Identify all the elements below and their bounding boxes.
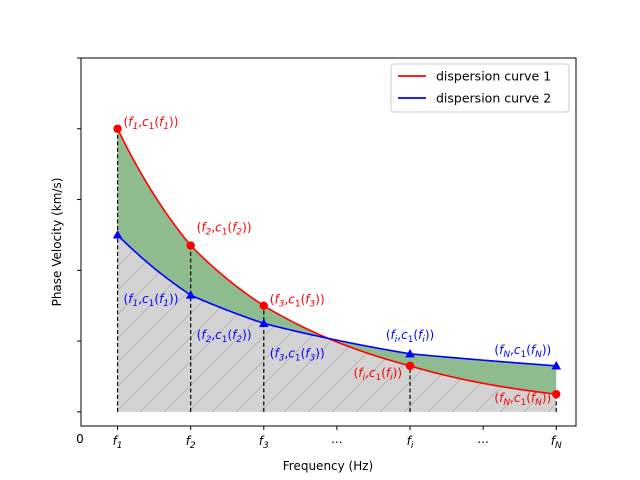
curve1-point-4 <box>405 361 415 371</box>
axes: 0 f1 f2 f3... fi... fN <box>76 57 577 451</box>
curve1-label-2: (f2,c1(f2)) <box>197 221 252 238</box>
x-tick-label-1: f2 <box>186 434 196 451</box>
x-tick-label-3: ... <box>331 432 342 446</box>
legend-label-1: dispersion curve 1 <box>436 69 551 84</box>
curve1-label-5: (fN,c1(fN)) <box>494 391 551 408</box>
x-tick-label-2: f3 <box>259 434 269 451</box>
x-tick-label-6: fN <box>551 434 562 451</box>
curve2-point-3 <box>258 318 269 327</box>
x-tick-label-4: fi <box>407 434 414 451</box>
curve2-label-3: (f3,c1(f3)) <box>270 346 325 363</box>
x-tick-label-origin: 0 <box>76 432 84 446</box>
curve2-label-1: (f1,c1(f1)) <box>124 292 179 309</box>
x-tick-label-5: ... <box>477 432 488 446</box>
curve2-point-5 <box>551 361 562 370</box>
curve1-label-4: (fi,c1(fi)) <box>354 366 402 383</box>
curve1-point-3 <box>259 301 268 310</box>
curve1-point-1 <box>113 124 122 133</box>
y-axis-label: Phase Velocity (km/s) <box>50 178 64 307</box>
axes-frame <box>80 57 577 427</box>
legend-box <box>390 63 570 113</box>
legend-label-2: dispersion curve 2 <box>436 91 551 106</box>
fill-between-curves <box>117 128 557 395</box>
legend: dispersion curve 1 dispersion curve 2 <box>390 63 570 113</box>
curve2-label-5: (fN,c1(fN)) <box>494 343 551 360</box>
x-tick-label-0: f1 <box>113 434 123 451</box>
curve2-point-1 <box>112 230 123 239</box>
curve2-label-2: (f2,c1(f2)) <box>197 328 252 345</box>
curve1-point-2 <box>186 241 195 250</box>
x-axis-label: Frequency (Hz) <box>283 459 374 473</box>
curve2-label-4: (fi,c1(fi)) <box>386 328 434 345</box>
curve1-label-1: (f1,c1(f1)) <box>124 115 179 132</box>
curve2-point-2 <box>185 290 196 299</box>
curve2-point-4 <box>405 349 415 358</box>
hatch-under-curves <box>117 234 557 412</box>
plot-area <box>112 124 562 412</box>
annotations: (f1,c1(f1)) (f2,c1(f2)) (f3,c1(f3)) (fi,c1(… <box>124 115 552 408</box>
curve1-label-3: (f3,c1(f3)) <box>270 293 325 310</box>
curve1-point-5 <box>552 389 561 399</box>
